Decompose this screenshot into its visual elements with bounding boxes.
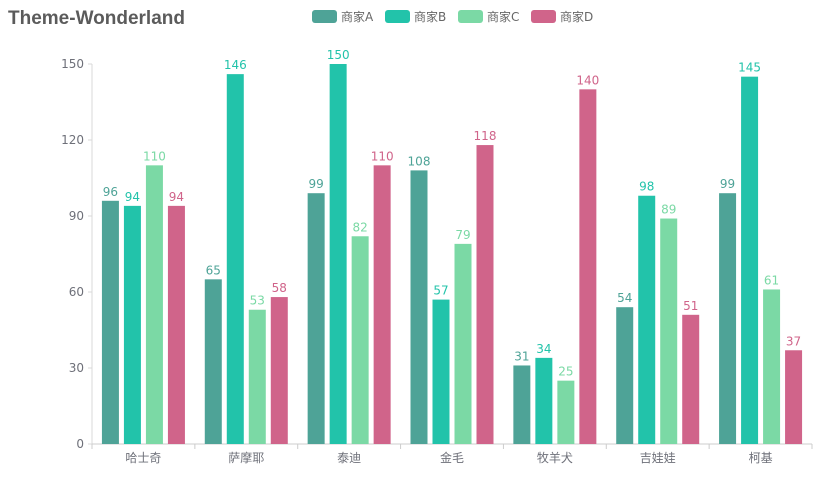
data-label: 65 xyxy=(206,263,221,277)
legend-swatch xyxy=(385,10,410,23)
data-label: 150 xyxy=(327,48,350,62)
bar[interactable] xyxy=(204,279,222,444)
chart-title: Theme-Wonderland xyxy=(8,8,185,29)
x-tick-label: 萨摩耶 xyxy=(228,450,264,465)
bar[interactable] xyxy=(513,365,531,444)
bar[interactable] xyxy=(741,76,759,445)
data-label: 89 xyxy=(661,203,676,217)
x-tick-label: 柯基 xyxy=(749,451,773,465)
bar[interactable] xyxy=(373,165,391,445)
x-tick-label: 哈士奇 xyxy=(125,451,161,465)
x-tick-label: 牧羊犬 xyxy=(537,450,573,465)
bar[interactable] xyxy=(785,350,803,444)
data-label: 110 xyxy=(143,149,166,163)
legend-item[interactable]: 商家A xyxy=(312,9,374,24)
legend-swatch xyxy=(531,10,556,23)
legend[interactable]: 商家A 商家B 商家C 商家D xyxy=(312,9,593,24)
bar[interactable] xyxy=(123,205,141,444)
bar[interactable] xyxy=(410,170,428,444)
data-label: 54 xyxy=(617,291,632,305)
legend-label: 商家B xyxy=(414,9,446,24)
data-label: 98 xyxy=(639,180,654,194)
data-label: 99 xyxy=(720,177,735,191)
data-labels: 96 94 110 94 65 146 53 58 99 150 82 110 108 57 79 118 31… xyxy=(103,48,801,379)
bar[interactable] xyxy=(616,307,634,444)
y-tick-label: 90 xyxy=(69,209,84,223)
data-label: 79 xyxy=(455,228,470,242)
legend-label: 商家C xyxy=(487,9,519,24)
bars xyxy=(101,64,803,445)
data-label: 51 xyxy=(683,299,698,313)
data-label: 140 xyxy=(576,73,599,87)
bar[interactable] xyxy=(638,195,656,444)
data-label: 34 xyxy=(536,342,551,356)
data-label: 31 xyxy=(514,349,529,363)
x-axis: 哈士奇 萨摩耶 泰迪 金毛 牧羊犬 吉娃娃 柯基 xyxy=(91,443,813,465)
x-tick-label: 泰迪 xyxy=(337,451,361,465)
bar[interactable] xyxy=(579,89,597,444)
data-label: 94 xyxy=(169,190,184,204)
data-label: 110 xyxy=(371,149,394,163)
bar[interactable] xyxy=(660,218,678,444)
legend-item[interactable]: 商家B xyxy=(385,9,446,24)
legend-label: 商家D xyxy=(560,9,593,24)
bar[interactable] xyxy=(351,236,369,444)
bar[interactable] xyxy=(329,64,347,444)
legend-swatch xyxy=(458,10,483,23)
x-tick-label: 金毛 xyxy=(440,450,464,465)
bar[interactable] xyxy=(307,193,325,444)
legend-swatch xyxy=(312,10,337,23)
bar[interactable] xyxy=(167,205,185,444)
y-tick-label: 150 xyxy=(61,57,84,71)
data-label: 58 xyxy=(272,281,287,295)
y-axis: 0 30 60 90 120 150 xyxy=(61,57,93,451)
data-label: 118 xyxy=(474,129,497,143)
bar[interactable] xyxy=(454,243,472,444)
bar[interactable] xyxy=(226,74,244,444)
y-tick-label: 120 xyxy=(61,133,84,147)
data-label: 145 xyxy=(738,61,761,75)
bar[interactable] xyxy=(682,314,700,444)
data-label: 94 xyxy=(125,190,140,204)
bar[interactable] xyxy=(476,145,494,445)
data-label: 146 xyxy=(224,58,247,72)
bar[interactable] xyxy=(270,297,288,444)
bar[interactable] xyxy=(432,299,450,444)
legend-label: 商家A xyxy=(341,9,374,24)
data-label: 82 xyxy=(353,220,368,234)
data-label: 61 xyxy=(764,273,779,287)
bar[interactable] xyxy=(719,193,737,444)
legend-item[interactable]: 商家D xyxy=(531,9,593,24)
bar[interactable] xyxy=(248,309,266,444)
y-tick-label: 60 xyxy=(69,285,84,299)
data-label: 37 xyxy=(786,334,801,348)
legend-item[interactable]: 商家C xyxy=(458,9,519,24)
bar[interactable] xyxy=(535,357,553,444)
bar[interactable] xyxy=(101,200,119,444)
data-label: 99 xyxy=(309,177,324,191)
data-label: 96 xyxy=(103,185,118,199)
bar[interactable] xyxy=(145,165,163,445)
bar[interactable] xyxy=(557,380,575,444)
x-tick-label: 吉娃娃 xyxy=(640,451,676,465)
data-label: 25 xyxy=(558,365,573,379)
data-label: 108 xyxy=(408,154,431,168)
bar[interactable] xyxy=(763,289,781,444)
y-tick-label: 30 xyxy=(69,361,84,375)
data-label: 57 xyxy=(433,284,448,298)
data-label: 53 xyxy=(250,294,265,308)
y-tick-label: 0 xyxy=(76,437,84,451)
